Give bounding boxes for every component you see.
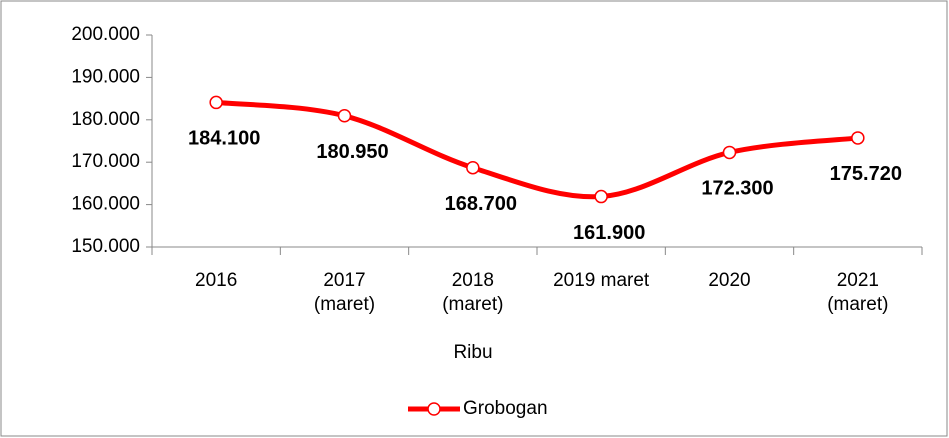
value-label: 172.300 bbox=[701, 178, 773, 200]
x-tick-label: 2017 (maret) bbox=[314, 270, 375, 315]
line bbox=[215, 99, 859, 200]
y-tick-label: 170.000 bbox=[71, 151, 140, 172]
value-label: 184.100 bbox=[188, 128, 260, 150]
marker bbox=[594, 189, 608, 204]
marker bbox=[209, 95, 223, 110]
x-tick-label: 2019 maret bbox=[553, 270, 650, 291]
legend-label: Grobogan bbox=[463, 398, 548, 419]
x-axis-title: Ribu bbox=[453, 342, 492, 363]
x-tick-label: 2021 (maret) bbox=[827, 270, 888, 315]
value-label: 180.950 bbox=[316, 141, 388, 163]
y-tick-label: 180.000 bbox=[71, 109, 140, 130]
marker bbox=[722, 145, 737, 160]
marker bbox=[337, 109, 352, 123]
y-tick-label: 150.000 bbox=[71, 236, 140, 257]
value-label: 175.720 bbox=[830, 163, 902, 185]
marker bbox=[851, 131, 865, 145]
x-tick-label: 2018 (maret) bbox=[442, 270, 503, 315]
legend-marker bbox=[427, 402, 441, 416]
value-label: 161.900 bbox=[573, 222, 645, 244]
y-tick-label: 190.000 bbox=[71, 66, 140, 87]
y-tick-label: 200.000 bbox=[71, 24, 140, 45]
marker bbox=[466, 160, 480, 175]
y-tick-label: 160.000 bbox=[71, 194, 140, 215]
value-label: 168.700 bbox=[445, 193, 517, 215]
x-tick-label: 2020 bbox=[708, 270, 750, 291]
x-tick-label: 2016 bbox=[195, 270, 237, 291]
